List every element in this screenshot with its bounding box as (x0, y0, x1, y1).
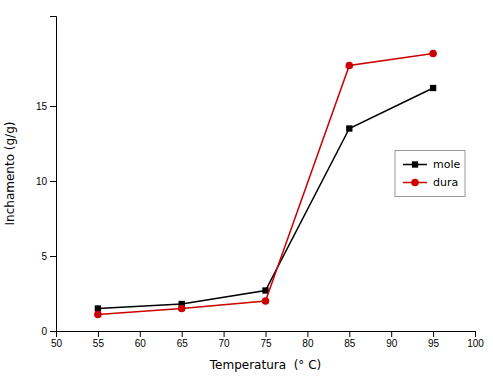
tick: 60 (135, 331, 147, 349)
x-axis-title: Temperatura (° C) (209, 358, 321, 372)
tick-label: 75 (260, 338, 272, 349)
point (346, 125, 352, 131)
legend-marker (412, 161, 418, 167)
tick-mark (349, 331, 350, 337)
tick: 90 (386, 331, 398, 349)
tick: 85 (344, 331, 356, 349)
tick-mark (140, 331, 141, 337)
tick-mark (182, 331, 183, 337)
point (346, 62, 354, 70)
axis-line (57, 332, 476, 338)
tick-mark (266, 331, 267, 337)
legend-frame (395, 151, 465, 197)
tick-label: 90 (386, 338, 398, 349)
tick: 15 (36, 101, 56, 112)
tick-label: 65 (177, 338, 189, 349)
point (429, 50, 437, 58)
point (94, 311, 102, 319)
tick-label: 100 (467, 338, 484, 349)
tick-label: 85 (344, 338, 356, 349)
tick-mark (50, 331, 56, 332)
tick-mark (433, 331, 434, 337)
tick: 70 (219, 331, 231, 349)
point (178, 305, 186, 313)
tick: 80 (302, 331, 314, 349)
tick-label: 15 (36, 101, 48, 112)
tick-mark (475, 331, 476, 337)
tick-mark (307, 331, 308, 337)
legend-marker (411, 179, 419, 187)
tick-label: 0 (41, 326, 47, 337)
tick: 75 (260, 331, 272, 349)
tick: 50 (51, 331, 63, 349)
plot: 50 55 60 65 70 75 80 85 90 95 100 0 5 10 15 mole dura (36, 17, 484, 350)
tick-label: 70 (219, 338, 231, 349)
point (262, 297, 270, 305)
tick-mark (224, 331, 225, 337)
point (95, 305, 101, 311)
legend: mole dura (395, 151, 465, 197)
legend-label: dura (433, 176, 458, 189)
tick-mark (50, 181, 56, 182)
tick: 95 (428, 331, 440, 349)
point (430, 85, 436, 91)
axis-line (50, 17, 57, 332)
tick-label: 80 (302, 338, 314, 349)
x-axis: 50 55 60 65 70 75 80 85 90 95 100 (51, 331, 484, 349)
tick: 10 (36, 176, 56, 187)
tick-label: 55 (93, 338, 105, 349)
tick-label: 10 (36, 176, 48, 187)
tick: 65 (177, 331, 189, 349)
y-axis: 0 5 10 15 (36, 17, 57, 337)
tick: 55 (93, 331, 105, 349)
chart: 50 55 60 65 70 75 80 85 90 95 100 0 5 10 15 mole dura Tem… (0, 0, 493, 379)
tick-label: 50 (51, 338, 63, 349)
tick-mark (98, 331, 99, 337)
tick: 0 (41, 326, 56, 337)
legend-label: mole (433, 158, 461, 171)
marks (94, 50, 437, 319)
tick: 5 (41, 251, 56, 262)
tick: 100 (467, 331, 484, 349)
tick-label: 60 (135, 338, 147, 349)
tick-label: 5 (41, 251, 47, 262)
series-line (98, 88, 433, 309)
tick-mark (50, 256, 56, 257)
y-axis-title: Inchamento (g/g) (3, 122, 17, 226)
tick-label: 95 (428, 338, 440, 349)
series-line (98, 54, 433, 315)
tick-mark (391, 331, 392, 337)
tick-mark (50, 106, 56, 107)
